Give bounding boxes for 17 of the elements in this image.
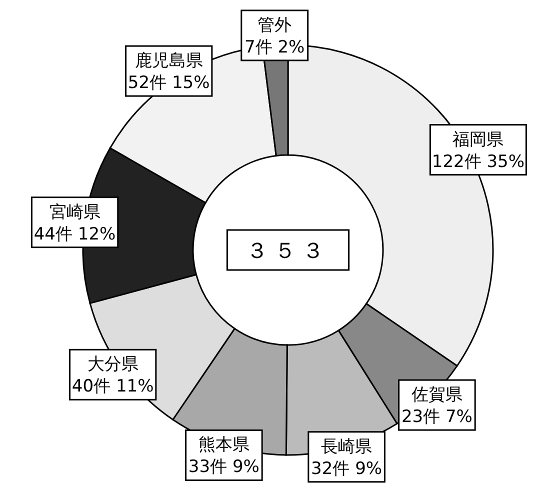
data-label: 44件 12% bbox=[34, 224, 116, 244]
slice-label: 熊本県 bbox=[198, 435, 250, 456]
slice-label: 長崎県 bbox=[321, 436, 372, 457]
slice-label: 佐賀県 bbox=[411, 385, 462, 406]
data-label: 7件 2% bbox=[244, 37, 305, 58]
slice-label: 宮崎県 bbox=[49, 202, 100, 222]
data-label: 40件 11% bbox=[72, 376, 154, 397]
slice-label: 管外 bbox=[258, 15, 292, 36]
slice-label: 鹿児島県 bbox=[134, 51, 203, 72]
data-label: 32件 9% bbox=[311, 458, 382, 479]
text: ３５３ bbox=[246, 239, 330, 264]
slice-label: 大分県 bbox=[87, 354, 138, 375]
data-label: 122件 35% bbox=[432, 152, 525, 172]
data-label: 23件 7% bbox=[401, 407, 472, 428]
slice-label: 福岡県 bbox=[452, 130, 504, 150]
data-label: 33件 9% bbox=[188, 457, 260, 478]
data-label: 52件 15% bbox=[128, 73, 210, 94]
